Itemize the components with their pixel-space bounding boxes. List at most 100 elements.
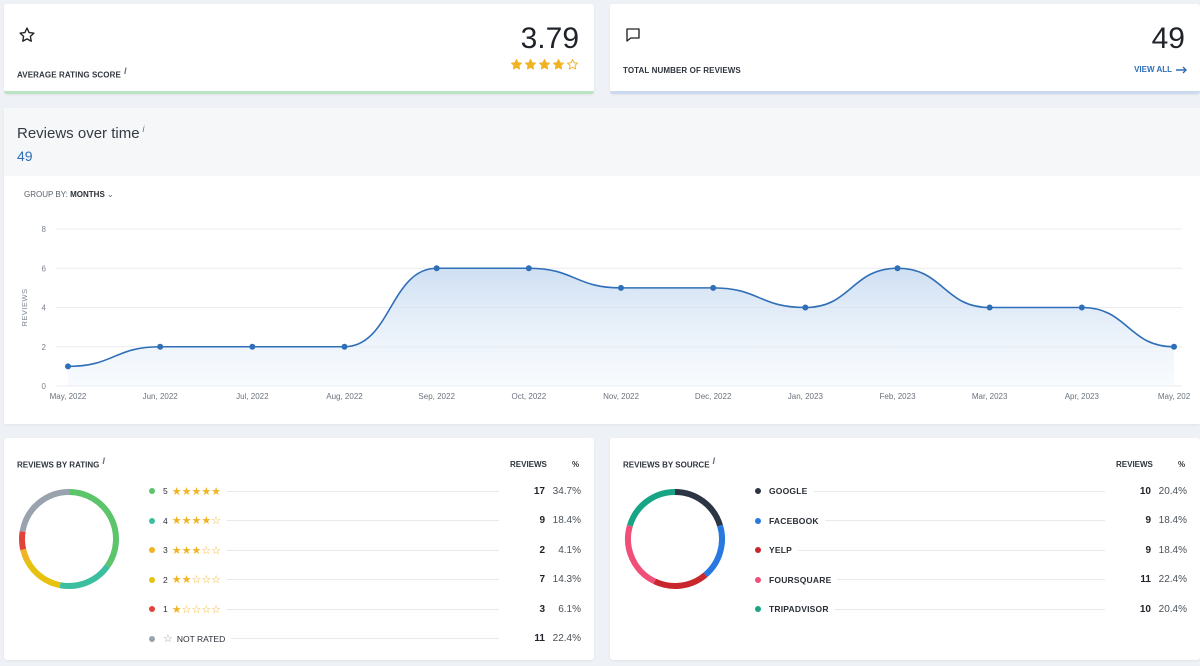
- rating-row[interactable]: 2 ★★☆☆☆ 7 14.3%: [149, 572, 581, 588]
- rating-star-icon: [567, 59, 578, 70]
- view-all-link[interactable]: VIEW ALL: [1134, 65, 1188, 74]
- legend-dot: [149, 606, 155, 612]
- source-row[interactable]: FOURSQUARE 11 22.4%: [755, 572, 1187, 588]
- rating-row[interactable]: 5 ★★★★★ 17 34.7%: [149, 483, 581, 499]
- reviews-over-time-header: Reviews over time i 49: [4, 108, 1200, 176]
- donut-segment[interactable]: [68, 489, 119, 568]
- comment-icon: [626, 28, 640, 42]
- legend-dot: [755, 606, 761, 612]
- x-tick-label: Feb, 2023: [879, 392, 916, 401]
- donut-segment[interactable]: [674, 489, 723, 527]
- rating-star-icon: [553, 59, 564, 70]
- legend-dot: [755, 517, 761, 524]
- rating-stars: ★★☆☆☆: [171, 574, 222, 586]
- source-row[interactable]: GOOGLE 10 20.4%: [755, 483, 1187, 499]
- average-rating-value: 3.79: [520, 22, 579, 55]
- data-point[interactable]: [65, 363, 71, 370]
- rating-donut-chart: [19, 489, 119, 589]
- donut-segment[interactable]: [59, 564, 111, 589]
- row-divider: [813, 490, 1105, 492]
- rating-count: 11: [534, 633, 545, 644]
- x-tick-label: May, 2022: [50, 392, 87, 401]
- group-by-label: GROUP BY:: [24, 190, 68, 199]
- source-percent: 20.4%: [1158, 485, 1187, 497]
- data-point[interactable]: [249, 343, 256, 350]
- source-label: YELP: [769, 545, 793, 555]
- source-count: 10: [1139, 603, 1151, 615]
- rating-star-icon: [539, 59, 550, 70]
- y-tick-label: 2: [42, 343, 47, 352]
- x-tick-label: Sep, 2022: [418, 392, 455, 401]
- rating-row[interactable]: 4 ★★★★☆ 9 18.4%: [149, 513, 581, 529]
- x-tick-label: Aug, 2022: [326, 392, 363, 401]
- view-all-label: VIEW ALL: [1134, 65, 1172, 74]
- rating-stars: ★★★★☆: [171, 515, 222, 527]
- info-icon[interactable]: i: [102, 456, 105, 466]
- legend-dot: [755, 576, 761, 583]
- data-point[interactable]: [341, 343, 348, 350]
- source-label: GOOGLE: [769, 486, 808, 496]
- donut-segment[interactable]: [703, 524, 725, 578]
- source-row[interactable]: YELP 9 18.4%: [755, 542, 1187, 558]
- reviews-by-rating-title: REVIEWS BY RATING i: [17, 456, 105, 470]
- row-divider: [231, 638, 499, 639]
- rating-stars: ★☆☆☆☆: [171, 603, 222, 616]
- rating-percent: 22.4%: [552, 633, 581, 644]
- data-point[interactable]: [894, 265, 901, 272]
- source-row[interactable]: FACEBOOK 9 18.4%: [755, 513, 1187, 529]
- chevron-down-icon: ⌄: [107, 190, 114, 199]
- data-point[interactable]: [433, 265, 440, 272]
- group-by-value: MONTHS: [70, 190, 105, 199]
- data-point[interactable]: [1171, 343, 1177, 350]
- donut-segment[interactable]: [20, 548, 31, 563]
- y-tick-label: 6: [42, 264, 47, 273]
- group-by-dropdown[interactable]: GROUP BY: MONTHS ⌄: [24, 190, 114, 199]
- donut-segment[interactable]: [653, 572, 708, 589]
- rating-row[interactable]: 3 ★★★☆☆ 2 4.1%: [149, 542, 581, 558]
- info-icon[interactable]: i: [142, 124, 145, 134]
- row-divider: [824, 520, 1105, 521]
- info-icon[interactable]: i: [712, 456, 716, 466]
- data-point[interactable]: [157, 343, 164, 350]
- rating-row[interactable]: 1 ★☆☆☆☆ 3 6.1%: [149, 601, 581, 617]
- y-tick-label: 4: [42, 304, 47, 313]
- reviews-over-time-body: 0 2 4 6 8 REVIEWS May, 2022 Jun, 2022 Jul, 2022 A…: [4, 176, 1200, 424]
- x-tick-label: Oct, 2022: [511, 392, 546, 401]
- source-percent: 18.4%: [1158, 515, 1187, 526]
- donut-segment[interactable]: [19, 531, 27, 551]
- rating-count: 9: [539, 515, 545, 526]
- average-rating-label: AVERAGE RATING SCORE i: [17, 66, 127, 80]
- data-point[interactable]: [618, 284, 624, 291]
- donut-segment[interactable]: [24, 559, 61, 589]
- x-tick-label: Jul, 2022: [236, 392, 269, 401]
- rating-percent: 6.1%: [558, 603, 581, 615]
- data-point[interactable]: [802, 304, 809, 311]
- rating-percent: 14.3%: [552, 574, 581, 585]
- row-divider: [227, 490, 499, 492]
- rating-label: 4 ★★★★☆: [163, 515, 222, 527]
- y-tick-label: 8: [42, 225, 47, 234]
- rating-percent: 18.4%: [552, 515, 581, 526]
- legend-dot: [149, 517, 155, 524]
- reviews-by-source-title: REVIEWS BY SOURCE i: [623, 456, 716, 470]
- source-count: 10: [1139, 485, 1151, 497]
- area-fill: [68, 268, 1174, 386]
- rating-row[interactable]: ☆ NOT RATED 11 22.4%: [149, 631, 581, 647]
- donut-segment[interactable]: [627, 489, 676, 527]
- data-point[interactable]: [525, 265, 532, 272]
- donut-segment[interactable]: [19, 489, 70, 533]
- data-point[interactable]: [710, 284, 717, 291]
- x-tick-label: Jun, 2022: [143, 392, 179, 401]
- data-point[interactable]: [1078, 304, 1085, 311]
- info-icon[interactable]: i: [123, 66, 127, 76]
- total-reviews-value: 49: [1151, 22, 1185, 55]
- row-divider: [798, 549, 1105, 551]
- source-row[interactable]: TRIPADVISOR 10 20.4%: [755, 601, 1187, 617]
- data-point[interactable]: [986, 304, 993, 311]
- rating-label: 3 ★★★☆☆: [163, 544, 222, 557]
- x-tick-label: May, 202: [1158, 392, 1191, 401]
- x-tick-label: Jan, 2023: [788, 392, 824, 401]
- row-divider: [834, 608, 1105, 610]
- donut-segment[interactable]: [625, 524, 657, 585]
- source-count: 9: [1145, 544, 1151, 556]
